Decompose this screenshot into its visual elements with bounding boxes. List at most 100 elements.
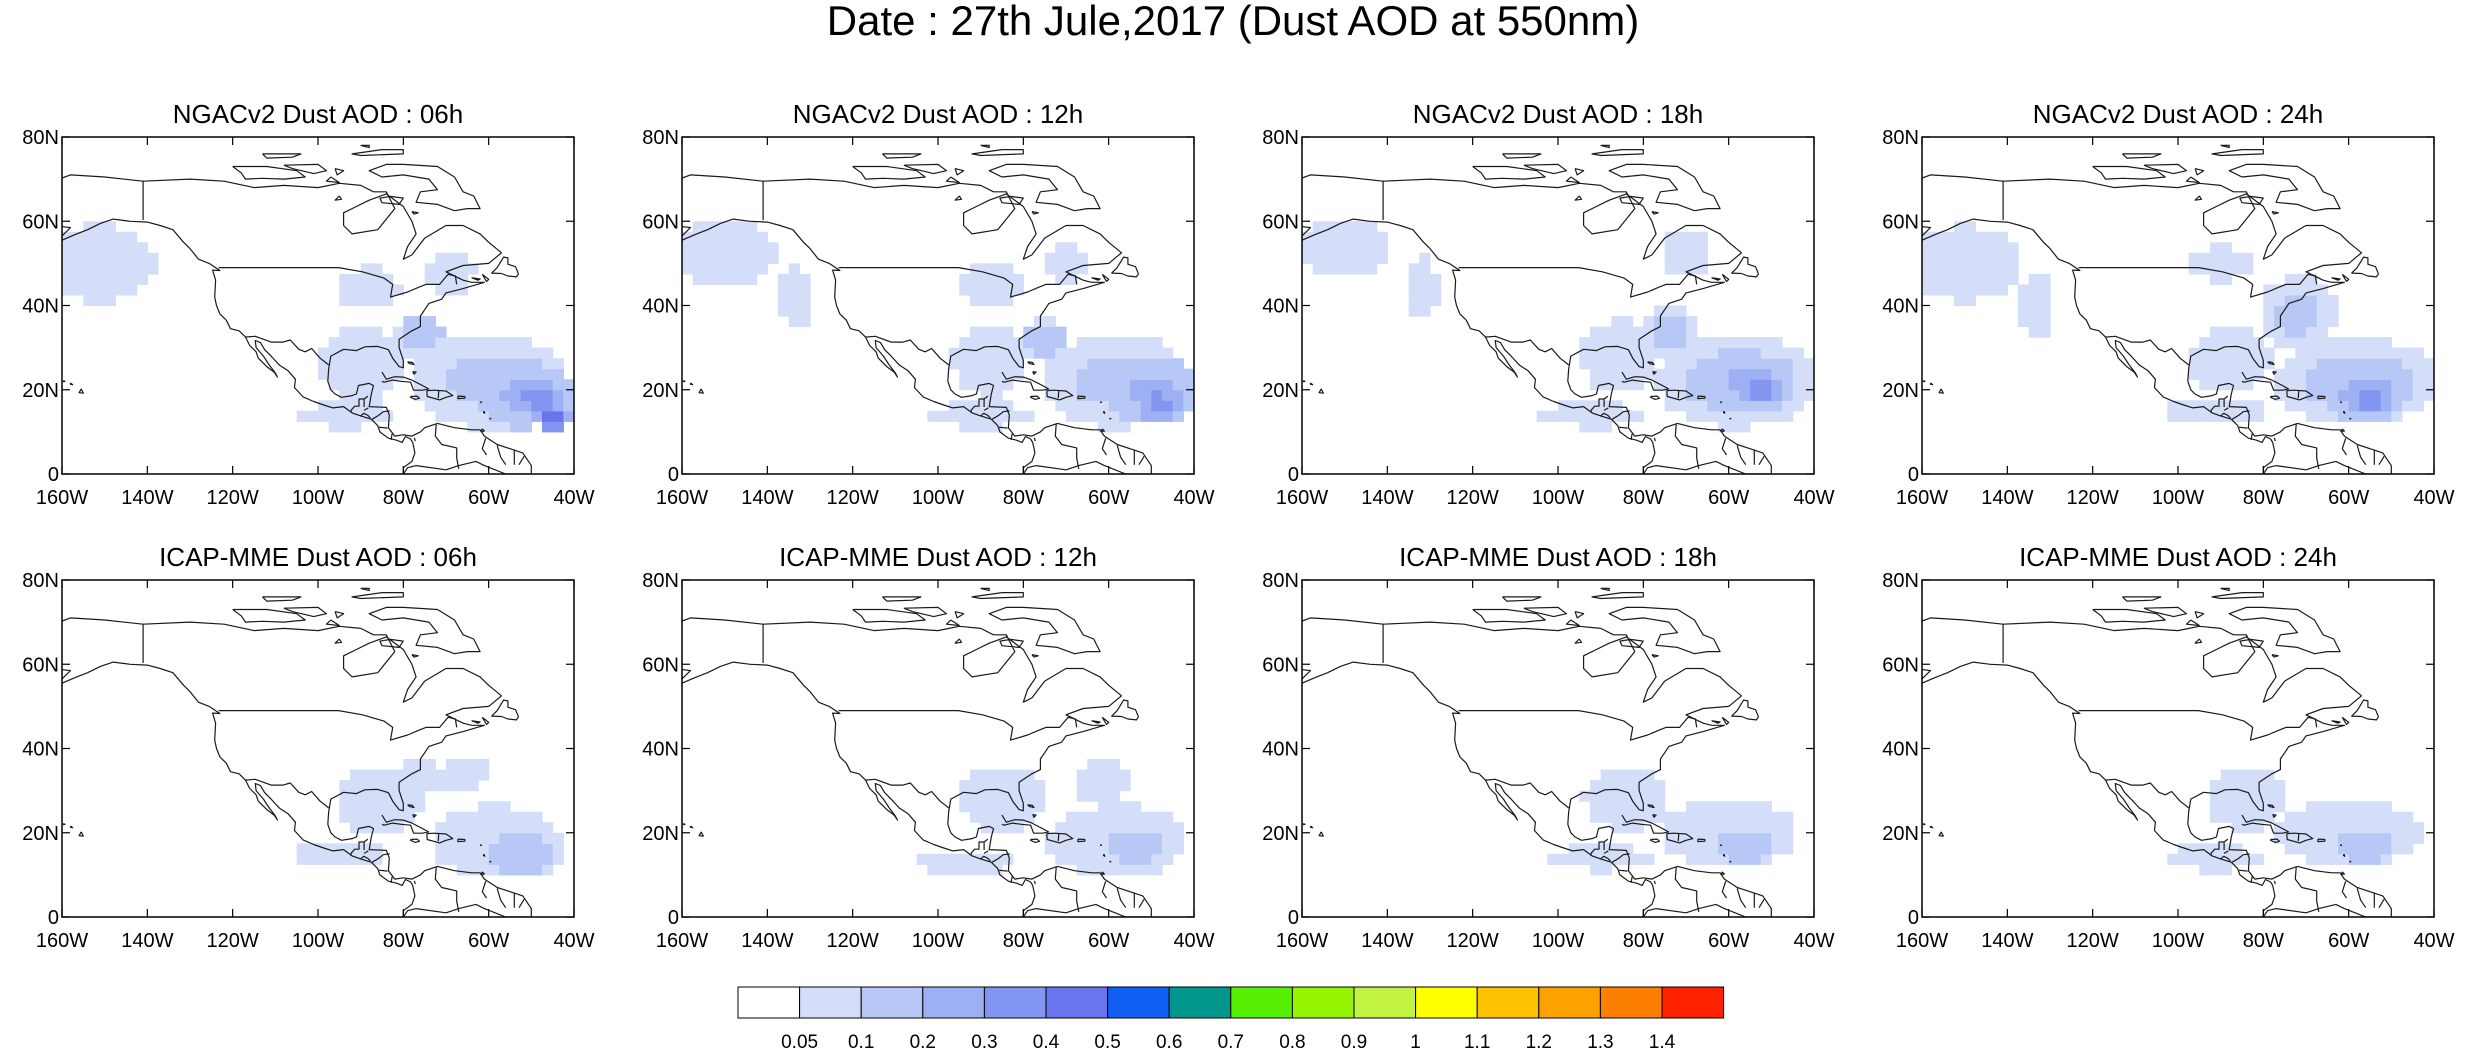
aod-cell xyxy=(1013,770,1024,781)
aod-cell xyxy=(414,801,425,812)
aod-cell xyxy=(981,791,992,802)
aod-cell xyxy=(1675,232,1686,243)
aod-cell xyxy=(414,379,425,390)
aod-cell xyxy=(693,263,704,274)
aod-cell xyxy=(2242,854,2253,865)
aod-cell xyxy=(1793,358,1804,369)
aod-cell xyxy=(2039,295,2050,306)
y-tick-label: 60N xyxy=(1262,211,1299,233)
aod-cell xyxy=(1750,801,1761,812)
y-tick-label: 40N xyxy=(1882,739,1919,761)
aod-cell xyxy=(2210,812,2221,823)
aod-cell xyxy=(2274,337,2285,348)
aod-cell xyxy=(1986,253,1997,264)
aod-cell xyxy=(2402,348,2413,359)
aod-cell xyxy=(446,812,457,823)
aod-cell xyxy=(981,284,992,295)
aod-cell xyxy=(1761,843,1772,854)
aod-cell xyxy=(714,242,725,253)
aod-cell xyxy=(1023,411,1034,422)
aod-cell xyxy=(350,770,361,781)
aod-cell xyxy=(1611,369,1622,380)
colorbar-swatch xyxy=(1600,987,1662,1018)
aod-cell xyxy=(1023,337,1034,348)
aod-cell xyxy=(1965,274,1976,285)
aod-cell xyxy=(2391,379,2402,390)
aod-cell xyxy=(1151,833,1162,844)
aod-cell xyxy=(799,295,810,306)
aod-cell xyxy=(1718,379,1729,390)
aod-cell xyxy=(1803,390,1814,401)
aod-cell xyxy=(1109,833,1120,844)
aod-cell xyxy=(1419,253,1430,264)
aod-cell xyxy=(2274,316,2285,327)
aod-cell xyxy=(1323,232,1334,243)
aod-cell xyxy=(1066,253,1077,264)
aod-cell xyxy=(1045,348,1056,359)
aod-cell xyxy=(2338,833,2349,844)
aod-cell xyxy=(981,358,992,369)
y-tick-label: 0 xyxy=(668,907,679,929)
aod-cell xyxy=(393,369,404,380)
aod-cell xyxy=(371,295,382,306)
aod-cell xyxy=(2317,369,2328,380)
aod-cell xyxy=(147,253,158,264)
aod-cell xyxy=(510,833,521,844)
aod-cell xyxy=(1558,411,1569,422)
aod-cell xyxy=(981,812,992,823)
aod-cell xyxy=(1665,348,1676,359)
aod-cell xyxy=(735,232,746,243)
aod-cell xyxy=(1183,369,1194,380)
aod-cell xyxy=(446,358,457,369)
aod-cell xyxy=(1665,379,1676,390)
aod-cell xyxy=(531,411,542,422)
aod-cell xyxy=(1675,327,1686,338)
aod-cell xyxy=(1366,242,1377,253)
aod-cell xyxy=(1697,854,1708,865)
aod-cell xyxy=(1109,791,1120,802)
x-tick-label: 100W xyxy=(2152,930,2204,952)
colorbar-swatch xyxy=(861,987,923,1018)
aod-cell xyxy=(949,864,960,875)
aod-cell xyxy=(542,358,553,369)
aod-cell xyxy=(991,812,1002,823)
aod-cell xyxy=(2349,400,2360,411)
aod-cell xyxy=(1151,822,1162,833)
aod-cell xyxy=(2423,369,2434,380)
colorbar-label: 1.4 xyxy=(1649,1032,1676,1053)
aod-cell xyxy=(1665,253,1676,264)
aod-cell xyxy=(521,854,532,865)
x-tick-label: 120W xyxy=(2067,487,2119,509)
aod-cell xyxy=(489,400,500,411)
aod-cell xyxy=(403,337,414,348)
aod-cell xyxy=(563,390,574,401)
aod-cell xyxy=(467,812,478,823)
aod-cell xyxy=(467,780,478,791)
panel-title: ICAP-MME Dust AOD : 06h xyxy=(159,542,477,572)
aod-cell xyxy=(521,390,532,401)
aod-cell xyxy=(531,390,542,401)
aod-cell xyxy=(1686,854,1697,865)
aod-cell xyxy=(457,358,468,369)
aod-cell xyxy=(1761,854,1772,865)
aod-cell xyxy=(2327,400,2338,411)
aod-cell xyxy=(1302,253,1313,264)
aod-cell xyxy=(1675,263,1686,274)
aod-cell xyxy=(1739,400,1750,411)
aod-cell xyxy=(735,221,746,232)
aod-cell xyxy=(425,369,436,380)
aod-cell xyxy=(1098,358,1109,369)
aod-cell xyxy=(959,337,970,348)
aod-cell xyxy=(1569,854,1580,865)
aod-cell xyxy=(1611,770,1622,781)
aod-cell xyxy=(2285,358,2296,369)
aod-cell xyxy=(425,379,436,390)
aod-cell xyxy=(778,274,789,285)
aod-cell xyxy=(371,390,382,401)
aod-cell xyxy=(1183,400,1194,411)
aod-cell xyxy=(2359,337,2370,348)
aod-cell xyxy=(1077,369,1088,380)
aod-cell xyxy=(1750,812,1761,823)
aod-cell xyxy=(1045,316,1056,327)
aod-cell xyxy=(1119,780,1130,791)
